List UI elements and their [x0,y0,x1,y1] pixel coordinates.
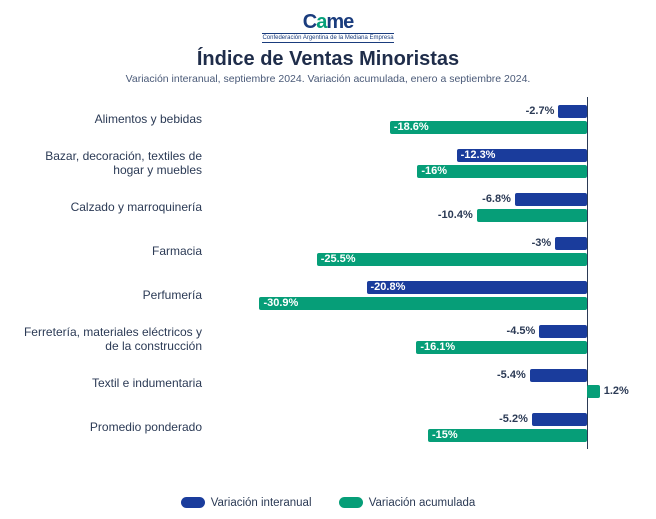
value-label-acum: -16% [421,165,447,178]
bar-acum: -15% [428,429,587,442]
value-label-acum: -30.9% [263,297,298,310]
category-label: Promedio ponderado [16,420,208,434]
bar-acum: -30.9% [259,297,587,310]
value-label-inter: -5.4% [497,369,526,382]
bar-acum: 1.2% [587,385,600,398]
plot-cell: -12.3% -16% [216,141,640,185]
legend-item-acum: Variación acumulada [339,497,476,509]
bar-inter: -5.4% [530,369,587,382]
value-label-inter: -12.3% [461,149,496,162]
legend-swatch-acum [339,497,363,508]
value-label-inter: -20.8% [371,281,406,294]
legend-swatch-inter [181,497,205,508]
bar-acum: -18.6% [390,121,587,134]
plot-cell: -5.2% -15% [216,405,640,449]
category-label: Bazar, decoración, textiles de hogar y m… [16,149,208,177]
plot-cell: -6.8% -10.4% [216,185,640,229]
chart-subtitle: Variación interanual, septiembre 2024. V… [16,73,640,85]
chart-row: Ferretería, materiales eléctricos y de l… [16,317,640,361]
value-label-acum: -16.1% [420,341,455,354]
chart-row: Perfumería -20.8% -30.9% [16,273,640,317]
legend: Variación interanual Variación acumulada [0,497,656,512]
chart-title: Índice de Ventas Minoristas [16,48,640,71]
value-label-acum: -10.4% [438,209,473,222]
value-label-inter: -6.8% [482,193,511,206]
plot-cell: -3% -25.5% [216,229,640,273]
chart-area: Alimentos y bebidas -2.7% -18.6% Bazar, dec… [16,97,640,453]
value-label-inter: -4.5% [507,325,536,338]
bar-acum: -16% [417,165,587,178]
value-label-inter: -3% [532,237,552,250]
logo-tagline: Confederación Argentina de la Mediana Em… [262,33,393,43]
value-label-acum: 1.2% [604,385,629,398]
logo-wordmark: Came [262,12,393,32]
plot-cell: -2.7% -18.6% [216,97,640,141]
logo-letter-c: C [303,11,316,33]
logo-inner: Came Confederación Argentina de la Media… [262,12,393,43]
bar-acum: -25.5% [317,253,587,266]
legend-label-acum: Variación acumulada [369,497,476,509]
chart-row: Alimentos y bebidas -2.7% -18.6% [16,97,640,141]
bar-inter: -5.2% [532,413,587,426]
logo-letter-me: me [326,11,353,33]
bar-inter: -6.8% [515,193,587,206]
bar-inter: -3% [555,237,587,250]
value-label-acum: -25.5% [321,253,356,266]
value-label-acum: -18.6% [394,121,429,134]
category-label: Farmacia [16,244,208,258]
category-label: Alimentos y bebidas [16,112,208,126]
bar-acum: -10.4% [477,209,587,222]
value-label-acum: -15% [432,429,458,442]
plot-cell: -5.4%1.2% [216,361,640,405]
value-label-inter: -5.2% [499,413,528,426]
chart-row: Promedio ponderado -5.2% -15% [16,405,640,449]
chart-row: Calzado y marroquinería -6.8% -10.4% [16,185,640,229]
bar-acum: -16.1% [416,341,587,354]
plot-cell: -4.5% -16.1% [216,317,640,361]
value-label-inter: -2.7% [526,105,555,118]
bar-inter: -2.7% [558,105,587,118]
page: Came Confederación Argentina de la Media… [0,0,656,519]
category-label: Textil e indumentaria [16,376,208,390]
logo-letter-a: a [316,11,326,33]
legend-label-inter: Variación interanual [211,497,312,509]
category-label: Perfumería [16,288,208,302]
bar-inter: -12.3% [457,149,587,162]
legend-item-inter: Variación interanual [181,497,312,509]
plot-cell: -20.8% -30.9% [216,273,640,317]
category-label: Calzado y marroquinería [16,200,208,214]
bar-inter: -4.5% [539,325,587,338]
chart-row: Bazar, decoración, textiles de hogar y m… [16,141,640,185]
chart-row: Farmacia -3% -25.5% [16,229,640,273]
category-label: Ferretería, materiales eléctricos y de l… [16,325,208,353]
logo: Came Confederación Argentina de la Media… [16,12,640,44]
bar-inter: -20.8% [367,281,587,294]
chart-row: Textil e indumentaria-5.4%1.2% [16,361,640,405]
